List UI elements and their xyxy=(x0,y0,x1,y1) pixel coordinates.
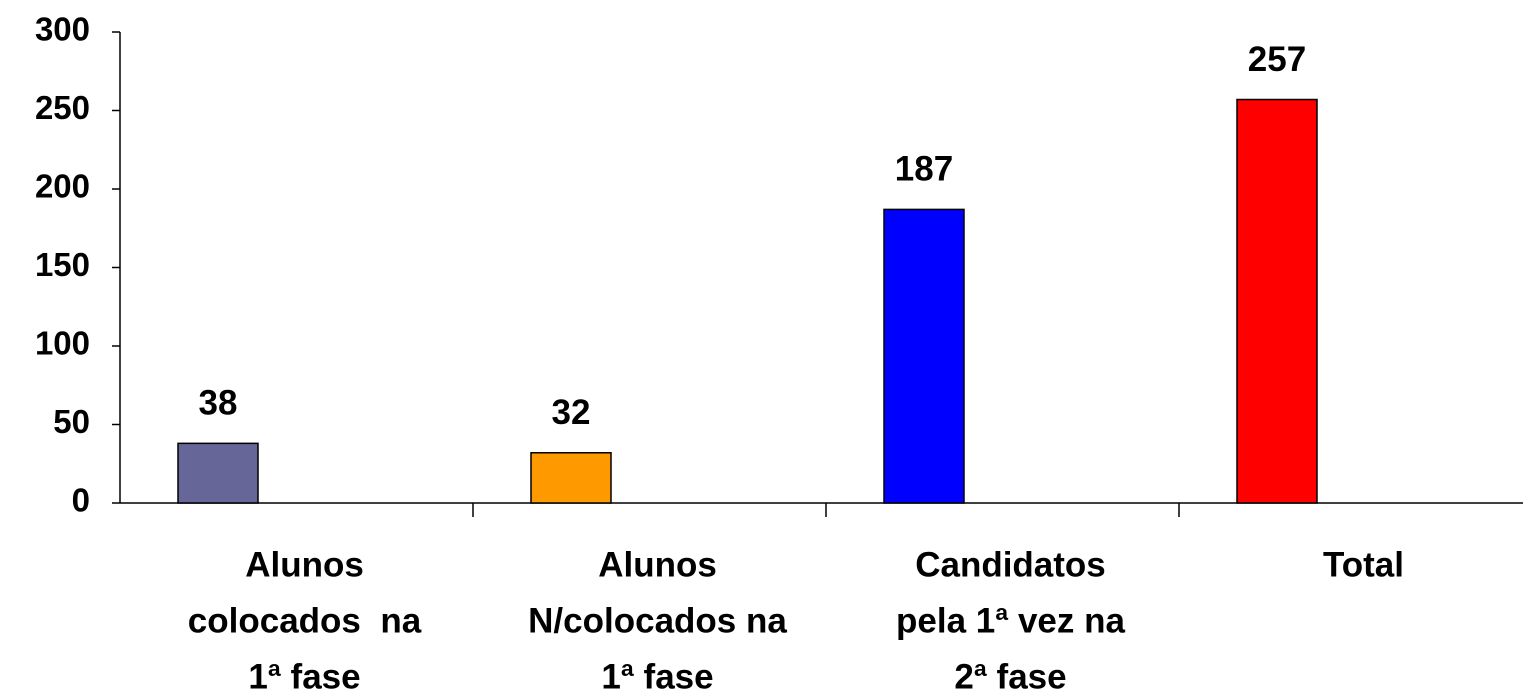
y-tick-label: 150 xyxy=(35,246,90,283)
value-label: 32 xyxy=(552,393,591,432)
x-tick-label: Total xyxy=(1323,545,1404,584)
value-label: 257 xyxy=(1248,40,1306,79)
x-tick-label: 1ª fase xyxy=(601,657,713,694)
bar xyxy=(1236,98,1318,504)
bar xyxy=(530,452,612,504)
bar xyxy=(883,208,965,504)
y-tick-label: 0 xyxy=(72,482,90,519)
y-tick-label: 100 xyxy=(35,325,90,362)
value-label: 38 xyxy=(199,384,238,423)
x-tick-label: 1ª fase xyxy=(248,657,360,694)
x-tick-label: colocados na xyxy=(188,601,422,640)
x-tick-label: Candidatos xyxy=(915,545,1106,584)
y-tick-label: 250 xyxy=(35,89,90,126)
x-tick-label: N/colocados na xyxy=(528,601,787,640)
bar xyxy=(177,442,259,504)
x-tick-label: 2ª fase xyxy=(954,657,1066,694)
x-tick-label: Alunos xyxy=(598,545,717,584)
x-tick-label: pela 1ª vez na xyxy=(896,601,1125,640)
y-tick-label: 50 xyxy=(53,403,90,440)
value-label: 187 xyxy=(895,150,953,189)
y-tick-label: 200 xyxy=(35,168,90,205)
x-tick-label: Alunos xyxy=(245,545,364,584)
y-tick-label: 300 xyxy=(35,11,90,48)
